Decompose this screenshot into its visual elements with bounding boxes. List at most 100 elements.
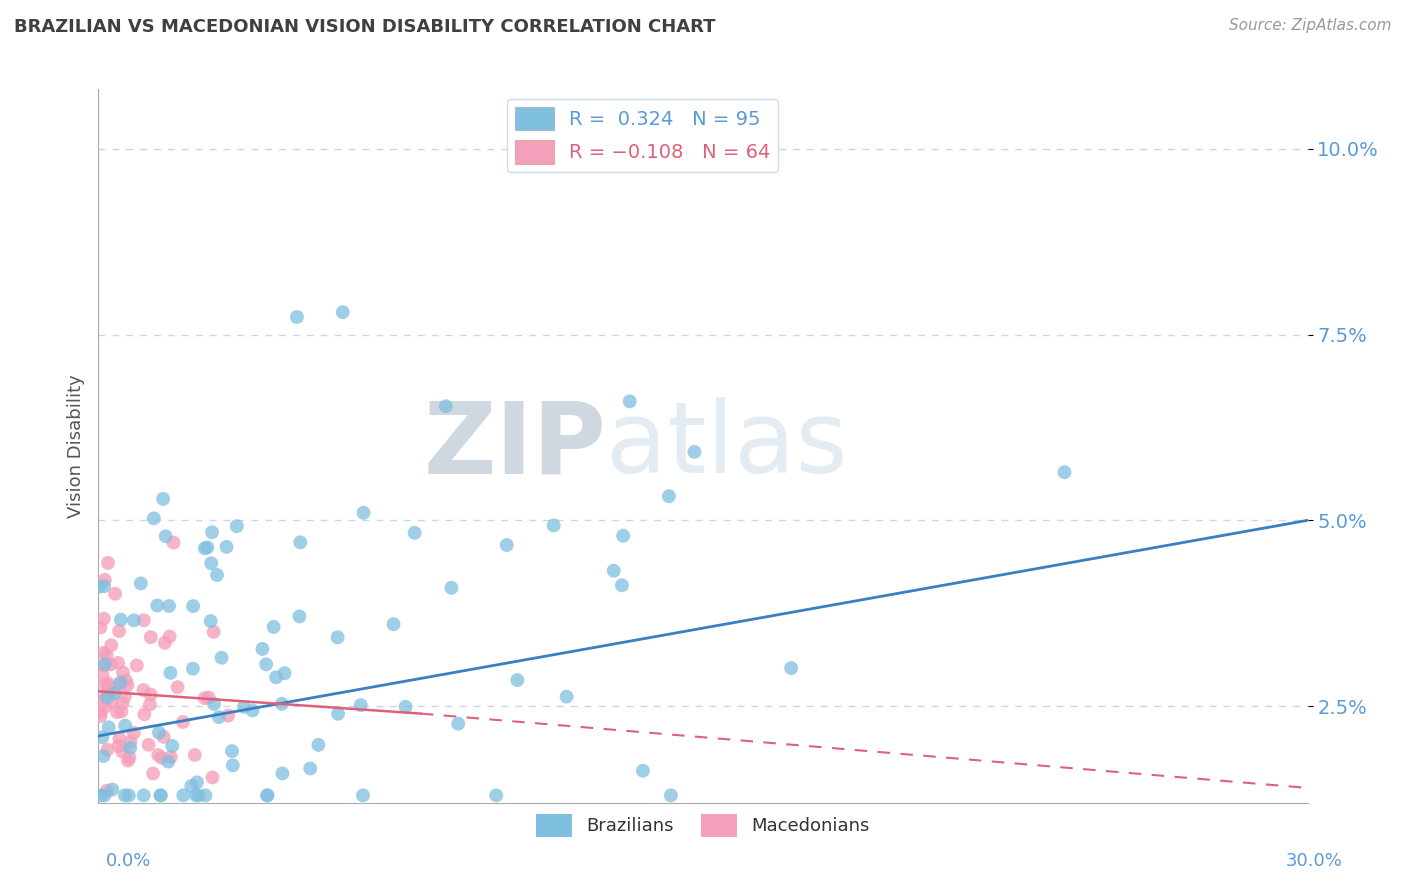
Point bbox=[91, 669, 114, 683]
Point bbox=[434, 399, 457, 413]
Point bbox=[94, 700, 117, 714]
Point bbox=[184, 789, 207, 803]
Point bbox=[111, 696, 134, 710]
Point bbox=[495, 538, 517, 552]
Point bbox=[142, 766, 165, 780]
Point bbox=[394, 699, 416, 714]
Point bbox=[129, 576, 152, 591]
Point bbox=[350, 698, 373, 713]
Point bbox=[110, 675, 132, 690]
Point bbox=[94, 691, 117, 706]
Point bbox=[159, 630, 181, 644]
Point bbox=[90, 789, 112, 803]
Point bbox=[256, 789, 278, 803]
Point bbox=[93, 749, 115, 764]
Point bbox=[780, 661, 803, 675]
Point bbox=[118, 789, 141, 803]
Point bbox=[94, 657, 117, 672]
Point bbox=[97, 679, 120, 693]
Point bbox=[222, 758, 245, 772]
Point bbox=[100, 657, 122, 672]
Point bbox=[201, 771, 224, 785]
Point bbox=[353, 506, 375, 520]
Point bbox=[96, 742, 118, 756]
Point bbox=[93, 646, 115, 660]
Point bbox=[110, 613, 132, 627]
Point bbox=[256, 789, 278, 803]
Point bbox=[555, 690, 578, 704]
Point bbox=[120, 741, 142, 756]
Point bbox=[108, 731, 131, 746]
Point bbox=[101, 782, 124, 797]
Point bbox=[97, 556, 120, 570]
Point bbox=[159, 665, 181, 680]
Point bbox=[97, 720, 120, 734]
Point bbox=[485, 789, 508, 803]
Point bbox=[162, 535, 184, 549]
Text: Source: ZipAtlas.com: Source: ZipAtlas.com bbox=[1229, 18, 1392, 33]
Point bbox=[155, 529, 177, 543]
Point bbox=[93, 579, 115, 593]
Point bbox=[619, 394, 641, 409]
Point bbox=[115, 673, 138, 688]
Point bbox=[157, 599, 180, 613]
Point bbox=[149, 789, 172, 803]
Point bbox=[659, 789, 682, 803]
Point bbox=[263, 620, 285, 634]
Point bbox=[208, 710, 231, 724]
Point bbox=[1053, 465, 1076, 479]
Point bbox=[447, 716, 470, 731]
Point bbox=[118, 750, 141, 764]
Point bbox=[132, 613, 155, 627]
Point bbox=[233, 699, 256, 714]
Point bbox=[194, 691, 217, 706]
Point bbox=[172, 789, 194, 803]
Point bbox=[148, 747, 170, 762]
Point bbox=[93, 789, 115, 803]
Point bbox=[125, 658, 148, 673]
Point bbox=[221, 744, 243, 758]
Point bbox=[332, 305, 354, 319]
Point bbox=[100, 685, 122, 699]
Point bbox=[166, 680, 188, 694]
Point bbox=[152, 730, 174, 744]
Point bbox=[132, 683, 155, 698]
Point bbox=[271, 766, 294, 780]
Point bbox=[180, 779, 202, 793]
Point bbox=[252, 642, 274, 657]
Point bbox=[543, 518, 565, 533]
Point bbox=[683, 445, 706, 459]
Point bbox=[93, 658, 115, 673]
Point bbox=[139, 630, 162, 644]
Point bbox=[100, 695, 122, 709]
Text: BRAZILIAN VS MACEDONIAN VISION DISABILITY CORRELATION CHART: BRAZILIAN VS MACEDONIAN VISION DISABILIT… bbox=[14, 18, 716, 36]
Point bbox=[440, 581, 463, 595]
Point bbox=[172, 714, 194, 729]
Point bbox=[195, 541, 218, 555]
Point bbox=[658, 489, 681, 503]
Point bbox=[404, 525, 426, 540]
Legend: R =  0.324   N = 95, R = −0.108   N = 64: R = 0.324 N = 95, R = −0.108 N = 64 bbox=[506, 99, 779, 171]
Point bbox=[112, 665, 135, 680]
Point bbox=[200, 556, 222, 570]
Point bbox=[148, 725, 170, 739]
Point bbox=[181, 599, 204, 614]
Point bbox=[134, 707, 156, 722]
Point bbox=[114, 719, 136, 733]
Point bbox=[110, 704, 132, 718]
Point bbox=[110, 677, 132, 691]
Point bbox=[194, 541, 217, 556]
Point bbox=[162, 739, 184, 753]
Point bbox=[631, 764, 654, 778]
Point bbox=[157, 755, 180, 769]
Point bbox=[290, 535, 312, 549]
Point bbox=[122, 613, 145, 627]
Point bbox=[215, 540, 238, 554]
Point bbox=[186, 775, 208, 789]
Point bbox=[285, 310, 308, 324]
Point bbox=[117, 678, 139, 692]
Point bbox=[114, 690, 136, 704]
Point bbox=[94, 678, 117, 692]
Point bbox=[264, 670, 287, 684]
Point bbox=[254, 657, 277, 672]
